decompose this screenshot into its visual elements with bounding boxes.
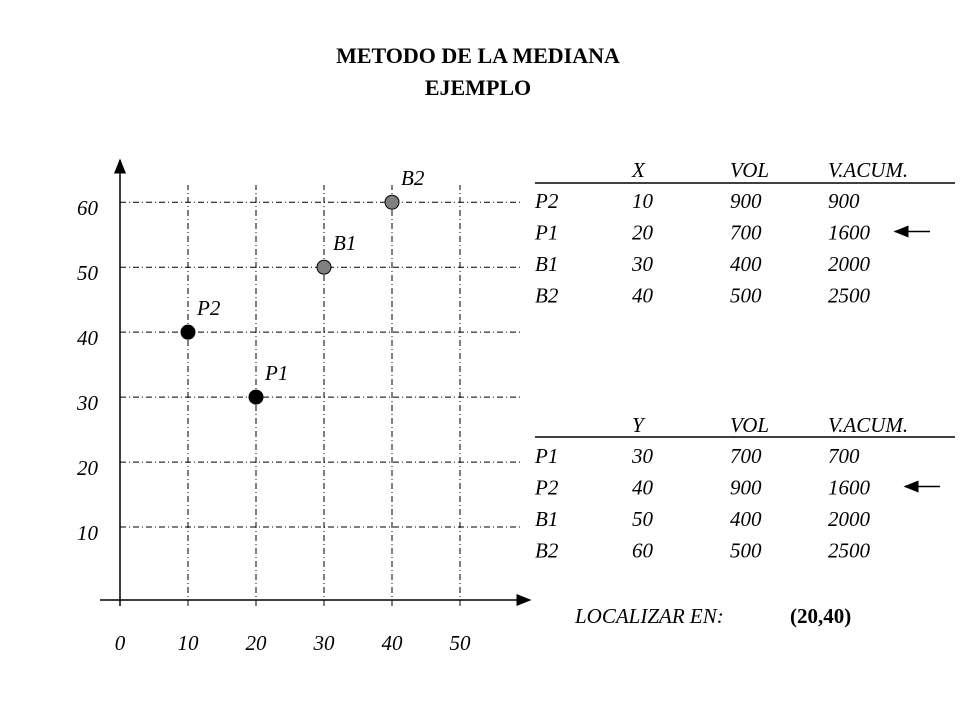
table-cell: B2 — [535, 283, 559, 307]
table-cell: 900 — [730, 475, 762, 499]
x-tick-label: 10 — [178, 631, 200, 655]
column-header: V.ACUM. — [828, 413, 908, 437]
column-header: V.ACUM. — [828, 158, 908, 182]
column-header: Y — [632, 413, 646, 437]
table-cell: 50 — [632, 507, 654, 531]
table-cell: B1 — [535, 507, 558, 531]
x-tick-label: 0 — [115, 631, 126, 655]
table-cell: 2000 — [828, 252, 871, 276]
point-label: P2 — [196, 296, 221, 320]
column-header: VOL — [730, 158, 769, 182]
table-cell: 900 — [730, 189, 762, 213]
table-cell: 30 — [631, 252, 654, 276]
x-tick-label: 20 — [246, 631, 268, 655]
result-value: (20,40) — [790, 604, 851, 628]
table-cell: 900 — [828, 189, 860, 213]
table-cell: 20 — [632, 220, 654, 244]
x-tick-label: 30 — [313, 631, 336, 655]
point — [180, 324, 196, 340]
x-tick-label: 50 — [450, 631, 472, 655]
point — [248, 389, 264, 405]
table-cell: 2000 — [828, 507, 871, 531]
point — [316, 259, 332, 275]
column-header: VOL — [730, 413, 769, 437]
table-cell: 500 — [730, 538, 762, 562]
table-cell: B1 — [535, 252, 558, 276]
point — [384, 194, 400, 210]
table-cell: 700 — [730, 444, 762, 468]
y-tick-label: 40 — [77, 326, 99, 350]
point-label: B2 — [401, 166, 425, 190]
y-tick-label: 20 — [77, 456, 99, 480]
table-cell: 500 — [730, 283, 762, 307]
y-tick-label: 50 — [77, 261, 99, 285]
table-cell: 400 — [730, 507, 762, 531]
point-label: P1 — [264, 361, 288, 385]
point-label: B1 — [333, 231, 356, 255]
result-label: LOCALIZAR EN: — [574, 604, 724, 628]
table-cell: P2 — [534, 189, 559, 213]
table-cell: 10 — [632, 189, 654, 213]
y-tick-label: 60 — [77, 196, 99, 220]
table-cell: 40 — [632, 283, 654, 307]
table-cell: 60 — [632, 538, 654, 562]
y-tick-label: 30 — [76, 391, 99, 415]
title: METODO DE LA MEDIANA — [336, 43, 620, 68]
table-cell: 400 — [730, 252, 762, 276]
table-cell: 2500 — [828, 538, 871, 562]
table-cell: 1600 — [828, 220, 871, 244]
table-cell: 30 — [631, 444, 654, 468]
table-cell: 1600 — [828, 475, 871, 499]
x-tick-label: 40 — [382, 631, 404, 655]
table-cell: P2 — [534, 475, 559, 499]
subtitle: EJEMPLO — [425, 75, 531, 100]
table-cell: 2500 — [828, 283, 871, 307]
table-cell: 40 — [632, 475, 654, 499]
table-cell: 700 — [730, 220, 762, 244]
column-header: X — [631, 158, 646, 182]
table-cell: P1 — [534, 220, 558, 244]
y-tick-label: 10 — [77, 521, 99, 545]
table-cell: 700 — [828, 444, 860, 468]
table-cell: B2 — [535, 538, 559, 562]
table-cell: P1 — [534, 444, 558, 468]
